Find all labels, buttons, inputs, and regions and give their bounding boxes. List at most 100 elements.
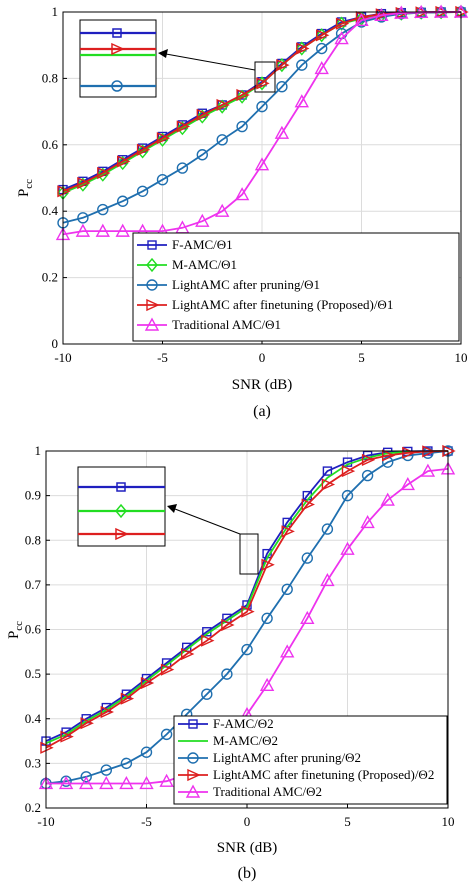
chart-b-inset <box>77 466 166 547</box>
data-point <box>221 668 233 680</box>
data-point <box>354 12 369 26</box>
legend-entry: F-AMC/Θ2 <box>178 716 274 731</box>
data-point <box>100 764 113 776</box>
data-point <box>382 456 394 468</box>
data-point <box>116 195 129 207</box>
legend-swatch-marker <box>187 752 199 764</box>
data-point <box>236 89 249 104</box>
legend-label: LightAMC after finetuning (Proposed)/Θ2 <box>213 767 434 782</box>
x-tick-label: 10 <box>442 814 455 829</box>
data-point <box>402 446 416 459</box>
data-point <box>281 583 293 596</box>
data-point <box>296 42 310 55</box>
legend-swatch-marker <box>146 257 158 273</box>
data-point <box>139 775 154 790</box>
data-point <box>97 166 111 180</box>
legend-entry: F-AMC/Θ1 <box>137 237 233 252</box>
legend-label: Traditional AMC/Θ1 <box>172 317 281 332</box>
data-point <box>79 775 94 790</box>
data-point <box>360 514 375 529</box>
data-point <box>382 449 396 462</box>
chart-a-inset <box>79 19 157 98</box>
y-tick-label: 0.6 <box>42 137 59 152</box>
legend-entry: Traditional AMC/Θ2 <box>178 784 322 799</box>
y-tick-label: 0.9 <box>25 488 41 503</box>
y-tick-label: 0 <box>52 336 59 351</box>
data-point <box>100 705 114 719</box>
data-point <box>80 717 94 730</box>
data-point <box>335 17 350 30</box>
legend-swatch-marker <box>188 719 198 729</box>
data-point <box>259 677 275 691</box>
x-tick-label: -10 <box>37 814 54 829</box>
legend-entry: LightAMC after finetuning (Proposed)/Θ2 <box>178 767 434 782</box>
data-point <box>136 185 149 197</box>
legend-swatch-marker <box>187 768 201 782</box>
x-tick-label: 0 <box>259 350 266 365</box>
series-line <box>62 11 461 236</box>
data-point <box>80 771 92 783</box>
series-line <box>45 450 449 785</box>
y-tick-label: 0.7 <box>25 577 42 592</box>
legend-entry: Traditional AMC/Θ1 <box>137 317 281 332</box>
data-point <box>301 498 315 511</box>
chart-a-zoom-arrow <box>165 53 256 71</box>
legend-swatch-marker <box>146 298 160 312</box>
data-point <box>201 634 215 647</box>
data-point <box>120 757 133 770</box>
data-point <box>216 99 229 114</box>
chart-b-series <box>38 444 456 790</box>
y-tick-label: 1 <box>52 4 59 19</box>
series-line <box>45 450 449 745</box>
chart-b-zoom-box <box>239 533 259 575</box>
data-point <box>274 125 290 139</box>
legend-label: F-AMC/Θ2 <box>213 716 274 731</box>
legend-entry: M-AMC/Θ2 <box>178 733 278 748</box>
legend-label: LightAMC after pruning/Θ1 <box>172 277 320 292</box>
data-point <box>140 676 155 690</box>
chart-a: -10 -5 0 5 10 0 0.2 0.4 0.6 0.8 1 F-AMC/Θ1 M-AMC/Θ1… <box>16 4 469 420</box>
data-point <box>195 213 210 227</box>
data-point <box>294 94 309 108</box>
chart-a-inset-marker-pruning <box>111 80 123 92</box>
data-point <box>314 60 329 75</box>
data-point <box>159 773 174 787</box>
data-point <box>119 775 134 790</box>
data-point <box>215 203 230 217</box>
chart-a-ticks: -10 -5 0 5 10 0 0.2 0.4 0.6 0.8 1 <box>42 4 468 365</box>
y-tick-label: 0.5 <box>25 666 41 681</box>
data-point <box>400 477 415 491</box>
data-point <box>261 558 275 571</box>
data-point <box>216 98 230 112</box>
chart-a-inset-marker-finetuning <box>111 42 125 56</box>
x-tick-label: 5 <box>358 350 365 365</box>
legend-label: LightAMC after pruning/Θ2 <box>213 750 361 765</box>
y-tick-label: 0.4 <box>42 203 59 218</box>
chart-b-legend: F-AMC/Θ2 M-AMC/Θ2 LightAMC after pruning/Θ… <box>173 715 448 805</box>
data-point <box>256 100 268 113</box>
series-4 <box>38 461 456 790</box>
chart-b-inset-marker-f-amc <box>116 482 126 492</box>
chart-b-inset-marker-m-amc <box>115 503 127 519</box>
chart-b: -10 -5 0 5 10 0.2 0.3 0.4 0.5 0.6 0.7 0.8 0.9 1 F-AMC… <box>6 443 456 882</box>
data-point <box>99 775 114 790</box>
legend-entry: M-AMC/Θ1 <box>137 257 237 273</box>
chart-b-inset-marker-finetuning <box>115 527 129 541</box>
data-point <box>281 525 295 538</box>
legend-swatch-marker <box>146 279 158 291</box>
series-line <box>45 450 449 749</box>
data-point <box>340 541 355 555</box>
data-point <box>116 155 129 171</box>
legend-entry: LightAMC after finetuning (Proposed)/Θ1 <box>137 297 393 312</box>
data-point <box>180 647 195 661</box>
y-tick-label: 0.8 <box>42 70 58 85</box>
data-point <box>420 463 436 477</box>
chart-a-inset-marker-f-amc <box>112 28 122 38</box>
data-point <box>75 223 91 237</box>
series-line <box>46 468 449 785</box>
y-tick-label: 0.3 <box>25 755 41 770</box>
data-point <box>276 80 288 93</box>
legend-swatch-marker <box>147 240 157 250</box>
data-point <box>322 466 333 476</box>
